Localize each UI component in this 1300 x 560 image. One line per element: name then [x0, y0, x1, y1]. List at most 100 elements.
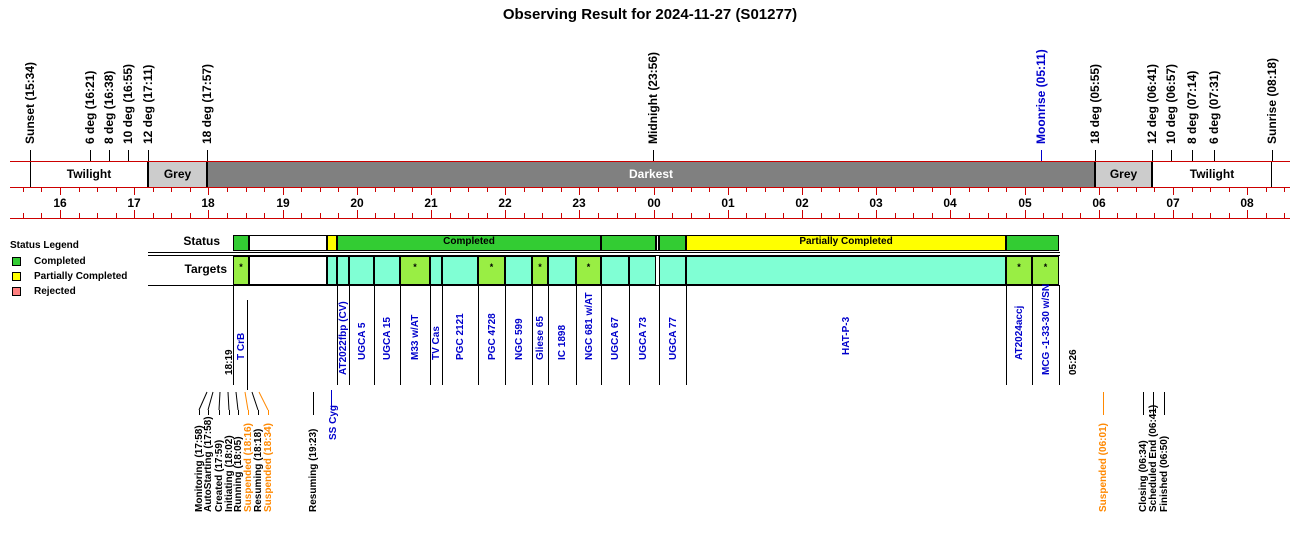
target-block[interactable]: [686, 256, 1006, 285]
hour-tick: [60, 210, 61, 218]
target-name[interactable]: UGCA 5: [357, 322, 368, 360]
hour-tick: [227, 187, 228, 192]
hour-tick: [1284, 187, 1285, 192]
target-block[interactable]: [430, 256, 442, 285]
target-block[interactable]: [478, 256, 505, 285]
target-marker: *: [586, 262, 591, 272]
hour-tick: [579, 187, 580, 195]
resume-tick: [313, 392, 314, 410]
status-segment: [337, 235, 601, 251]
target-block[interactable]: [1006, 256, 1032, 285]
event-tick: [1152, 150, 1153, 162]
target-name[interactable]: M33 w/AT: [410, 314, 421, 360]
target-name[interactable]: HAT-P-3: [841, 316, 852, 355]
target-block[interactable]: [337, 256, 349, 285]
target-line: [601, 285, 602, 385]
target-name[interactable]: IC 1898: [557, 324, 568, 360]
target-block[interactable]: [374, 256, 400, 285]
hour-tick: [375, 187, 376, 192]
target-name[interactable]: TV Cas: [431, 326, 442, 360]
hour-tick: [338, 213, 339, 218]
hour-tick: [1006, 187, 1007, 192]
system-event-tick: [1164, 410, 1165, 415]
hour-tick: [728, 187, 729, 195]
target-marker: *: [538, 262, 542, 272]
target-name[interactable]: Gliese 65: [535, 316, 546, 360]
hour-tick: [301, 213, 302, 218]
sky-band: [207, 162, 1095, 187]
hour-tick: [190, 213, 191, 218]
hour-tick: [672, 213, 673, 218]
hour-tick: [1025, 210, 1026, 218]
target-name[interactable]: PGC 4728: [487, 313, 498, 360]
target-block[interactable]: [400, 256, 430, 285]
hour-tick: [783, 187, 784, 192]
target-name[interactable]: UGCA 15: [382, 317, 393, 360]
hour-tick: [357, 187, 358, 195]
hour-tick: [691, 187, 692, 192]
target-block[interactable]: [532, 256, 548, 285]
target-name[interactable]: MCG -1-33-30 w/SN: [1041, 283, 1052, 375]
hour-tick: [153, 187, 154, 192]
target-block[interactable]: [548, 256, 576, 285]
target-block[interactable]: [659, 256, 686, 285]
target-name[interactable]: T CrB: [236, 332, 247, 360]
system-event: Finished (06:50): [1159, 435, 1170, 512]
target-name[interactable]: NGC 599: [514, 318, 525, 360]
hour-tick: [950, 187, 951, 195]
hour-tick: [950, 210, 951, 218]
suspend-tick: [1103, 392, 1104, 410]
target-line: [349, 285, 350, 385]
target-block[interactable]: [601, 256, 629, 285]
hour-label: 17: [127, 196, 141, 210]
system-event-tick: [208, 410, 209, 415]
target-block[interactable]: [1032, 256, 1059, 285]
target-line: [659, 285, 660, 385]
sky-band: [30, 162, 148, 187]
target-name[interactable]: UGCA 77: [668, 317, 679, 360]
hour-tick: [283, 210, 284, 218]
event-label: 8 deg (07:14): [1185, 70, 1199, 144]
target-name[interactable]: AT2024accj: [1014, 305, 1025, 360]
axis-mid-line: [10, 187, 1290, 188]
hour-tick: [1006, 213, 1007, 218]
system-event: Scheduled End (06:41): [1148, 404, 1159, 512]
hour-tick: [913, 213, 914, 218]
page-title: Observing Result for 2024-11-27 (S01277): [502, 6, 798, 23]
event-label: Moonrise (05:11): [1034, 49, 1048, 144]
target-line: [548, 285, 549, 385]
hour-tick: [450, 187, 451, 192]
row-divider: [148, 255, 1060, 256]
target-block[interactable]: [233, 256, 249, 285]
status-segment: [601, 235, 656, 251]
target-name[interactable]: UGCA 67: [610, 317, 621, 360]
target-block[interactable]: [629, 256, 656, 285]
hour-tick: [746, 213, 747, 218]
hour-tick: [1043, 187, 1044, 192]
target-block[interactable]: [576, 256, 601, 285]
target-line: [532, 285, 533, 385]
target-block[interactable]: [349, 256, 374, 285]
hour-tick: [542, 187, 543, 192]
target-block-empty: [249, 256, 327, 285]
hour-tick: [1266, 187, 1267, 192]
event-tick: [1041, 150, 1042, 162]
target-block[interactable]: [505, 256, 532, 285]
event-tick: [90, 150, 91, 162]
end-tick: [1153, 392, 1154, 410]
hour-tick: [1136, 187, 1137, 192]
target-name[interactable]: PGC 2121: [455, 313, 466, 360]
hour-tick: [839, 187, 840, 192]
system-event: Suspended (06:01): [1098, 423, 1109, 512]
hour-tick: [691, 213, 692, 218]
target-block[interactable]: [442, 256, 478, 285]
sky-band: [1095, 162, 1152, 187]
target-name[interactable]: AT2022fbp (CV): [338, 301, 349, 375]
sky-band-label: Grey: [163, 167, 192, 181]
target-name[interactable]: UGCA 73: [638, 317, 649, 360]
target-name[interactable]: NGC 681 w/AT: [584, 292, 595, 360]
hour-tick: [153, 213, 154, 218]
hour-tick: [301, 187, 302, 192]
event-label: 12 deg (17:11): [141, 64, 155, 144]
